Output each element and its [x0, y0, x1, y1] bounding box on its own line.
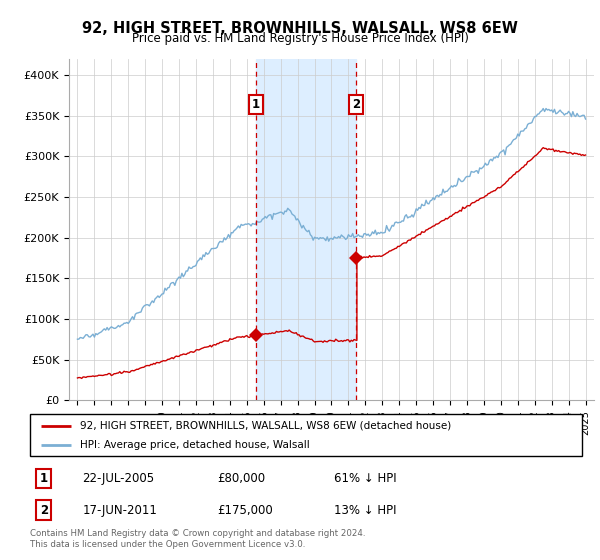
Text: 61% ↓ HPI: 61% ↓ HPI: [334, 472, 396, 485]
Text: Price paid vs. HM Land Registry's House Price Index (HPI): Price paid vs. HM Land Registry's House …: [131, 32, 469, 45]
Text: HPI: Average price, detached house, Walsall: HPI: Average price, detached house, Wals…: [80, 440, 310, 450]
Text: 92, HIGH STREET, BROWNHILLS, WALSALL, WS8 6EW: 92, HIGH STREET, BROWNHILLS, WALSALL, WS…: [82, 21, 518, 36]
Text: £80,000: £80,000: [218, 472, 266, 485]
Text: 13% ↓ HPI: 13% ↓ HPI: [334, 503, 396, 516]
Bar: [256, 59, 356, 400]
Text: 2: 2: [40, 503, 48, 516]
Text: £175,000: £175,000: [218, 503, 274, 516]
Text: Contains HM Land Registry data © Crown copyright and database right 2024.
This d: Contains HM Land Registry data © Crown c…: [30, 529, 365, 549]
Text: 22-JUL-2005: 22-JUL-2005: [82, 472, 155, 485]
Text: 2: 2: [352, 99, 360, 111]
FancyBboxPatch shape: [30, 414, 582, 456]
Text: 92, HIGH STREET, BROWNHILLS, WALSALL, WS8 6EW (detached house): 92, HIGH STREET, BROWNHILLS, WALSALL, WS…: [80, 421, 451, 431]
Text: 17-JUN-2011: 17-JUN-2011: [82, 503, 157, 516]
Text: 1: 1: [252, 99, 260, 111]
Text: 1: 1: [40, 472, 48, 485]
